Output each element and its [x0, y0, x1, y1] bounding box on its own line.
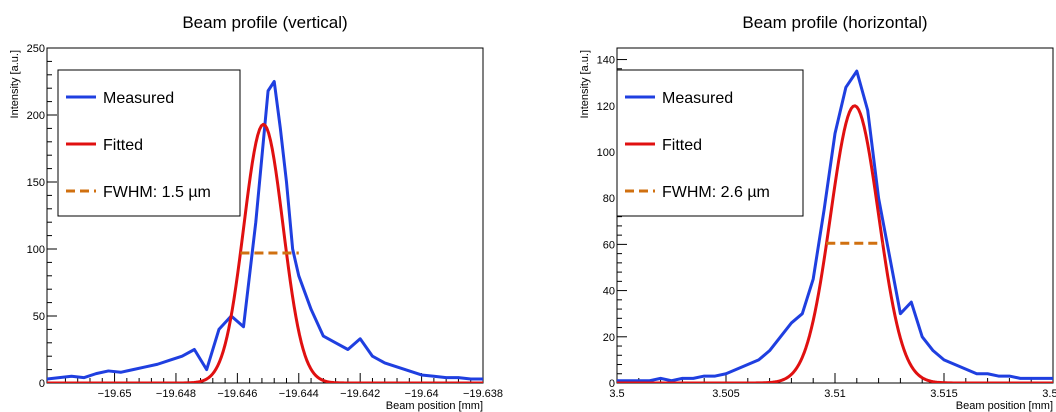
x-tick-label: −19.646	[217, 388, 257, 400]
y-tick-label: 140	[597, 55, 615, 67]
y-tick-label: 150	[27, 177, 45, 189]
chart-panel-0: Beam profile (vertical) 0 50 100 150 200 250 −1…	[9, 13, 503, 412]
x-tick-label: −19.65	[98, 388, 132, 400]
series-line-1	[47, 122, 483, 383]
x-tick-label: 3.51	[824, 388, 845, 400]
chart-title: Beam profile (vertical)	[182, 13, 347, 32]
x-axis-label: Beam position [mm]	[386, 400, 483, 412]
y-axis-label: Intensity [a.u.]	[9, 50, 21, 118]
y-tick-label: 250	[27, 43, 45, 55]
x-tick-label: 3.5	[609, 388, 624, 400]
x-tick-label: 3.515	[930, 388, 958, 400]
x-tick-label: 3.52	[1042, 388, 1056, 400]
y-tick-label: 120	[597, 101, 615, 113]
legend-entry: Fitted	[103, 137, 143, 154]
plot-frame	[46, 47, 484, 384]
y-tick-label: 0	[609, 378, 615, 390]
legend-entry: Measured	[662, 90, 733, 107]
y-tick-label: 20	[603, 332, 615, 344]
series-line-1	[617, 104, 1053, 383]
y-tick-label: 200	[27, 110, 45, 122]
y-axis-label: Intensity [a.u.]	[579, 50, 591, 118]
legend-entry: Fitted	[662, 137, 702, 154]
x-tick-label: 3.505	[712, 388, 740, 400]
series-line-0	[47, 80, 483, 381]
x-tick-label: −19.638	[463, 388, 503, 400]
y-tick-label: 40	[603, 286, 615, 298]
y-tick-label: 80	[603, 193, 615, 205]
y-tick-label: 60	[603, 239, 615, 251]
legend-entry: Measured	[103, 90, 174, 107]
legend-entry: FWHM: 1.5 µm	[103, 184, 211, 201]
y-tick-label: 50	[33, 311, 45, 323]
chart-title: Beam profile (horizontal)	[742, 13, 927, 32]
legend: Measured Fitted FWHM: 1.5 µm	[57, 69, 241, 217]
x-tick-label: −19.64	[405, 388, 439, 400]
chart-panel-1: Beam profile (horizontal) 0 20 40 60 80 100 120…	[579, 13, 1056, 412]
x-tick-label: −19.642	[340, 388, 380, 400]
legend: Measured Fitted FWHM: 2.6 µm	[616, 69, 804, 217]
y-tick-label: 100	[597, 147, 615, 159]
y-tick-label: 100	[27, 244, 45, 256]
series-line-0	[617, 69, 1053, 383]
x-tick-label: −19.648	[156, 388, 196, 400]
x-tick-label: −19.644	[279, 388, 319, 400]
x-axis-label: Beam position [mm]	[956, 400, 1053, 412]
y-tick-label: 0	[39, 378, 45, 390]
legend-entry: FWHM: 2.6 µm	[662, 184, 770, 201]
